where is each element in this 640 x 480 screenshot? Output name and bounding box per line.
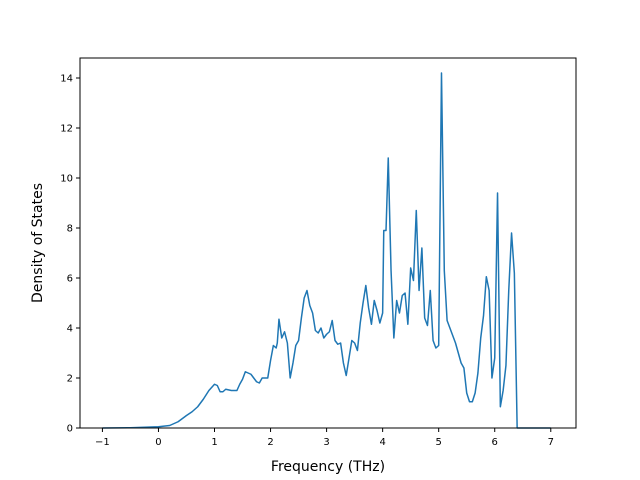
series-line bbox=[102, 72, 551, 429]
y-tick-label: 6 bbox=[67, 274, 73, 285]
y-tick-label: 0 bbox=[67, 424, 73, 435]
y-tick-label: 4 bbox=[67, 324, 73, 335]
x-tick-label: 2 bbox=[267, 437, 273, 448]
y-tick-label: 14 bbox=[60, 74, 73, 85]
x-tick-label: 6 bbox=[492, 437, 498, 448]
y-axis-label: Density of States bbox=[30, 183, 46, 303]
y-tick-label: 8 bbox=[67, 224, 73, 235]
x-tick-label: 7 bbox=[548, 437, 554, 448]
x-tick-label: 3 bbox=[323, 437, 329, 448]
y-tick-label: 12 bbox=[60, 124, 73, 135]
x-tick-label: 0 bbox=[155, 437, 161, 448]
x-axis-label: Frequency (THz) bbox=[271, 459, 385, 475]
plot-area bbox=[80, 58, 576, 428]
plot-frame bbox=[79, 57, 577, 429]
x-tick-label: 5 bbox=[436, 437, 442, 448]
x-tick-label: −1 bbox=[95, 437, 110, 448]
y-tick-label: 10 bbox=[60, 174, 73, 185]
x-tick-label: 4 bbox=[379, 437, 385, 448]
x-tick-label: 1 bbox=[211, 437, 217, 448]
y-tick-label: 2 bbox=[67, 374, 73, 385]
